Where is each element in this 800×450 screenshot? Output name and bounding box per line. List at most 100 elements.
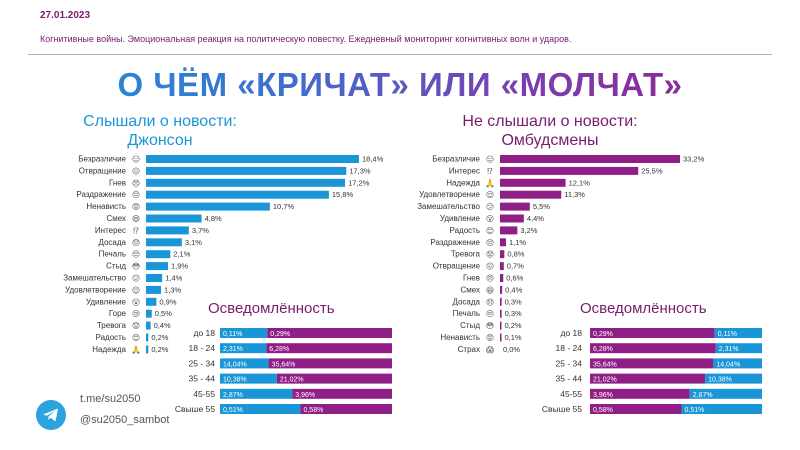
not-heard-category-label: Ненависть bbox=[440, 333, 480, 342]
awareness-left-segment-label: 6,28% bbox=[269, 346, 289, 353]
telegram-channel-link[interactable]: t.me/su2050 bbox=[80, 393, 141, 405]
not-heard-bar bbox=[500, 202, 530, 211]
not-heard-value-label: 33,2% bbox=[683, 155, 705, 164]
awareness-left-age-label: 45-55 bbox=[193, 389, 215, 399]
not-heard-category-label: Тревога bbox=[451, 250, 481, 259]
not-heard-emotion-icon: 😱 bbox=[486, 345, 494, 354]
telegram-icon[interactable] bbox=[36, 400, 66, 430]
heard-category-label: Смех bbox=[106, 214, 126, 223]
not-heard-bar bbox=[500, 297, 502, 306]
not-heard-value-label: 0,8% bbox=[507, 250, 524, 259]
not-heard-category-label: Интерес bbox=[449, 166, 480, 175]
heard-emotion-icon: 😠 bbox=[132, 179, 140, 188]
heard-value-label: 2,1% bbox=[173, 250, 190, 259]
not-heard-value-label: 12,1% bbox=[569, 178, 591, 187]
not-heard-value-label: 0,6% bbox=[506, 274, 523, 283]
not-heard-emotion-icon: ⁉ bbox=[487, 167, 493, 176]
awareness-right-segment-heard bbox=[705, 373, 762, 384]
not-heard-category-label: Удовлетворение bbox=[419, 190, 481, 199]
heard-category-label: Раздражение bbox=[76, 190, 126, 199]
heard-bar bbox=[146, 285, 162, 294]
awareness-left-segment-not_heard bbox=[276, 373, 392, 384]
heard-category-label: Тревога bbox=[97, 321, 127, 330]
not-heard-bar bbox=[500, 309, 502, 318]
not-heard-value-label: 0,1% bbox=[505, 333, 522, 342]
not-heard-bar bbox=[500, 262, 504, 271]
not-heard-bar bbox=[500, 321, 502, 330]
heard-bar bbox=[146, 333, 149, 342]
not-heard-emotion-icon: 😌 bbox=[486, 191, 494, 200]
heard-emotion-icon: 😞 bbox=[132, 238, 140, 247]
not-heard-emotion-icon: 😊 bbox=[486, 226, 494, 235]
heard-value-label: 1,9% bbox=[171, 262, 188, 271]
awareness-right-segment-label: 0,51% bbox=[685, 407, 705, 414]
heard-value-label: 0,5% bbox=[155, 309, 172, 318]
awareness-left-segment-not_heard bbox=[267, 328, 392, 338]
heard-emotion-icon: 😣 bbox=[132, 191, 140, 200]
heard-bar bbox=[146, 262, 168, 271]
not-heard-category-label: Гнев bbox=[463, 274, 480, 283]
not-heard-value-label: 0,3% bbox=[505, 297, 522, 306]
heard-value-label: 3,7% bbox=[192, 226, 209, 235]
telegram-bot-link[interactable]: @su2050_sambot bbox=[80, 414, 170, 426]
not-heard-bar bbox=[500, 274, 504, 282]
awareness-right-segment-heard bbox=[713, 358, 762, 369]
not-heard-panel-title: Не слышали о новости: Омбудсмены bbox=[432, 112, 668, 150]
awareness-left-age-label: до 18 bbox=[193, 328, 215, 338]
heard-category-label: Печаль bbox=[99, 250, 126, 259]
heard-bar bbox=[146, 166, 347, 175]
header-divider bbox=[28, 54, 772, 55]
not-heard-value-label: 25,5% bbox=[641, 166, 663, 175]
awareness-right-segment-not_heard bbox=[590, 358, 714, 369]
heard-category-label: Радость bbox=[96, 333, 126, 342]
awareness-right-segment-heard bbox=[714, 328, 762, 338]
not-heard-emotion-icon: 😳 bbox=[486, 322, 494, 331]
heard-emotion-icon: 😮 bbox=[132, 298, 140, 307]
not-heard-emotion-icon: 😖 bbox=[486, 262, 494, 271]
awareness-left-segment-label: 0,11% bbox=[223, 331, 242, 338]
not-heard-value-label: 0,7% bbox=[507, 262, 524, 271]
heard-value-label: 1,3% bbox=[164, 285, 181, 294]
heard-value-label: 17,3% bbox=[349, 166, 371, 175]
awareness-right-segment-label: 2,87% bbox=[693, 392, 713, 399]
heard-bar bbox=[146, 250, 171, 259]
heard-value-label: 3,1% bbox=[185, 238, 202, 247]
heard-bar bbox=[146, 309, 152, 318]
heard-value-label: 10,7% bbox=[273, 202, 295, 211]
heard-emotion-icon: 😑 bbox=[132, 155, 140, 164]
awareness-left-segment-label: 2,87% bbox=[223, 392, 243, 399]
awareness-left-segment-label: 35,64% bbox=[272, 361, 296, 368]
not-heard-bar bbox=[500, 333, 502, 342]
awareness-left-segment-heard bbox=[220, 358, 269, 369]
heard-bar bbox=[146, 274, 163, 282]
heard-emotion-icon: ⁉ bbox=[133, 226, 139, 235]
heard-value-label: 0,2% bbox=[151, 345, 168, 354]
not-heard-category-label: Радость bbox=[450, 226, 480, 235]
report-date: 27.01.2023 bbox=[40, 10, 91, 21]
not-heard-emotion-icon: 🙏 bbox=[485, 179, 495, 188]
awareness-right-segment-not_heard bbox=[590, 404, 682, 414]
not-heard-emotion-icon: 😆 bbox=[486, 286, 494, 295]
not-heard-category-label: Стыд bbox=[460, 321, 480, 330]
awareness-left-segment-label: 14,04% bbox=[223, 361, 247, 368]
not-heard-category-label: Досада bbox=[452, 297, 480, 306]
awareness-right-segment-heard bbox=[681, 404, 762, 414]
awareness-right-segment-label: 0,58% bbox=[593, 407, 613, 414]
awareness-left-segment-label: 0,58% bbox=[303, 407, 323, 414]
awareness-right-segment-label: 3,96% bbox=[593, 392, 613, 399]
awareness-left-segment-not_heard bbox=[300, 404, 392, 414]
heard-bar bbox=[146, 202, 270, 211]
awareness-left-age-label: 25 - 34 bbox=[189, 358, 216, 368]
heard-bar bbox=[146, 214, 202, 223]
not-heard-emotion-icon: 😡 bbox=[486, 334, 494, 343]
awareness-left-age-label: 35 - 44 bbox=[189, 374, 216, 384]
awareness-left-segment-heard bbox=[220, 388, 293, 399]
awareness-right-segment-not_heard bbox=[590, 373, 706, 384]
awareness-right-segment-not_heard bbox=[590, 328, 715, 338]
awareness-left-segment-label: 0,29% bbox=[270, 331, 290, 338]
awareness-left-segment-not_heard bbox=[266, 343, 392, 354]
heard-emotion-icon: 😢 bbox=[132, 310, 140, 319]
heard-category-label: Гнев bbox=[109, 178, 126, 187]
heard-panel-title-line2: Джонсон bbox=[127, 132, 193, 149]
not-heard-emotion-icon: 😕 bbox=[486, 203, 494, 212]
